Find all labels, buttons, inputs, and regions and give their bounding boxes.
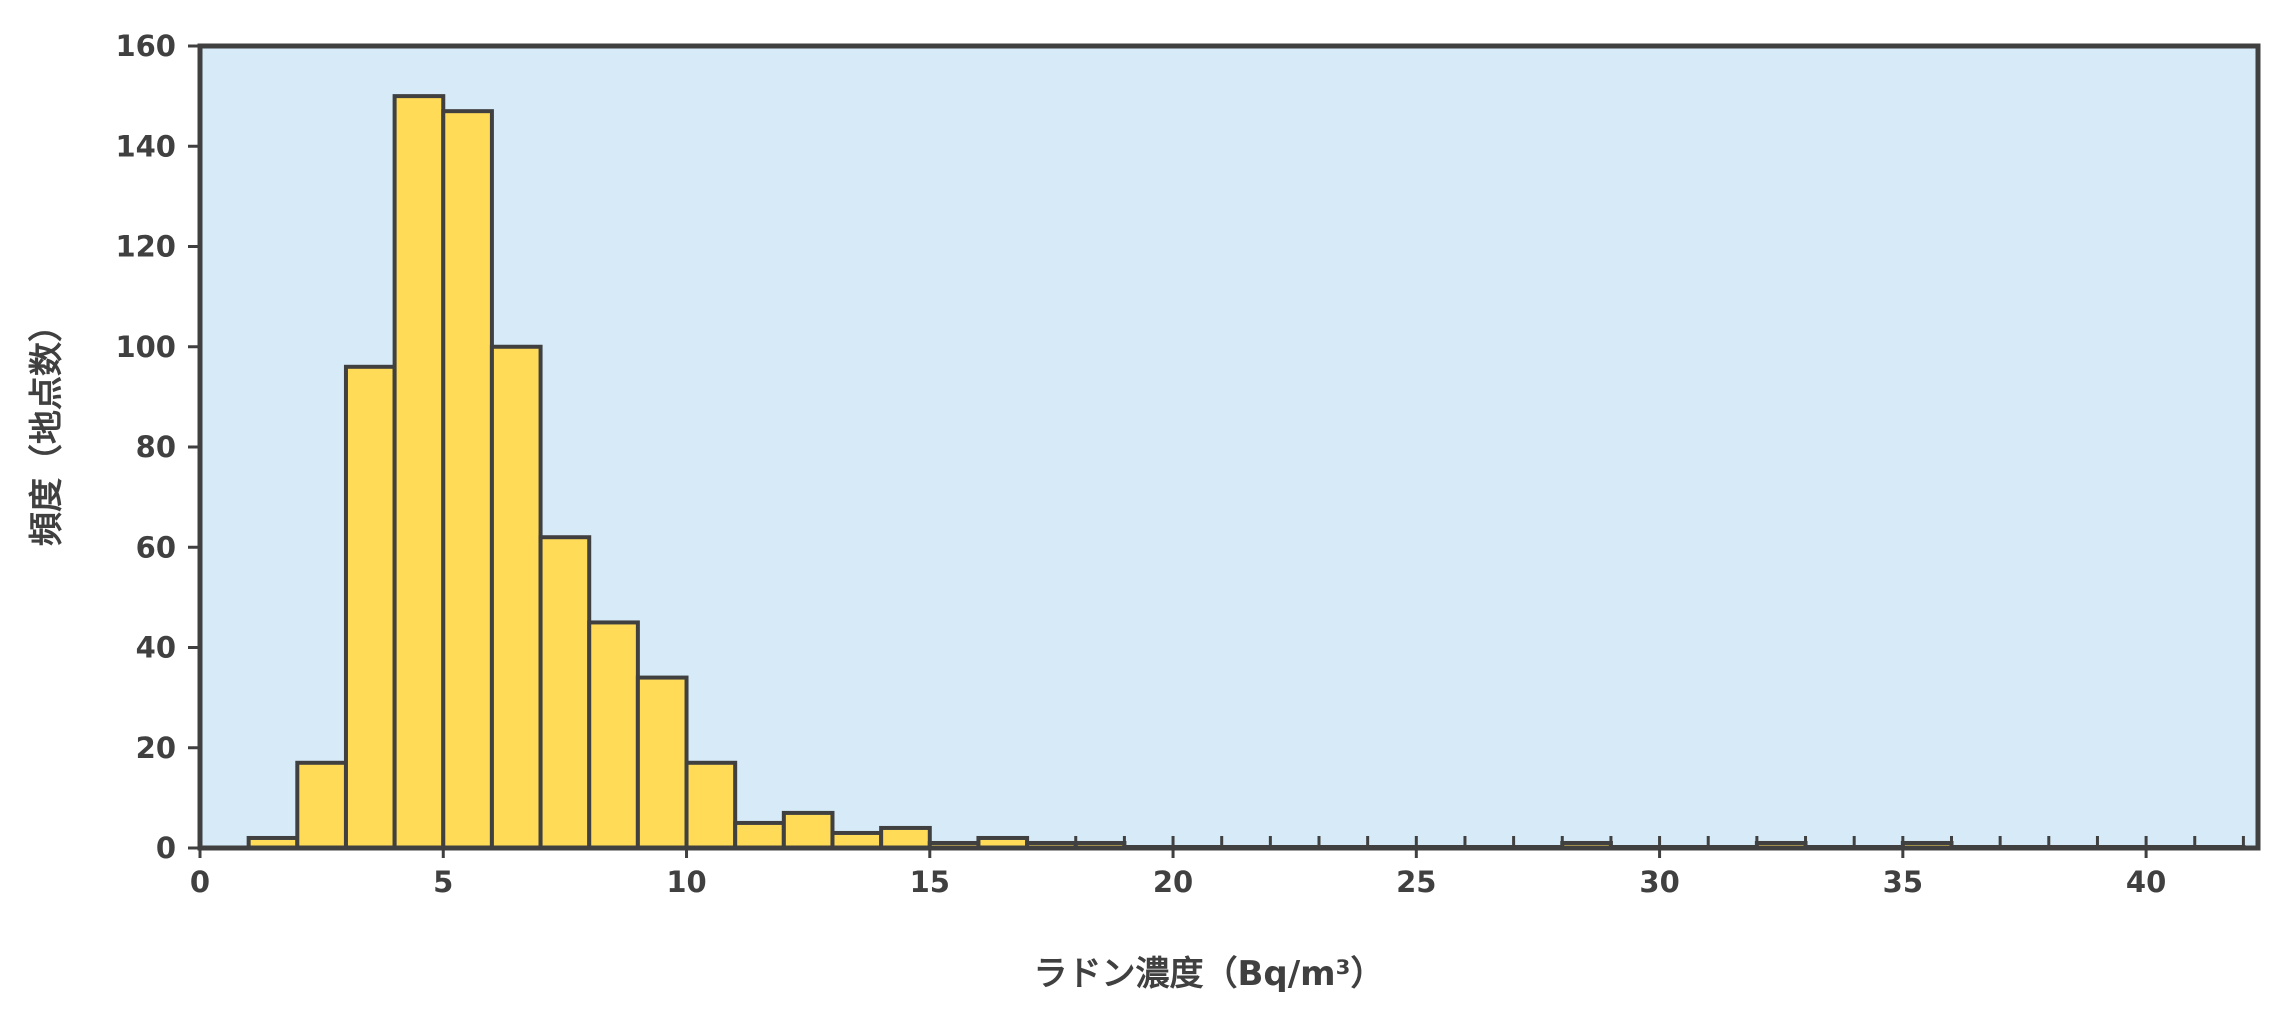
- x-tick-label: 15: [910, 865, 950, 899]
- histogram-bar: [489, 344, 543, 850]
- y-tick-label: 160: [115, 29, 176, 63]
- x-tick-label: 30: [1639, 865, 1679, 899]
- x-tick-label: 5: [433, 865, 453, 899]
- histogram-bar: [587, 620, 640, 850]
- x-tick-label: 25: [1396, 865, 1436, 899]
- x-ticks-group: 0 5 10 15 20 25 30 35 40: [190, 836, 2245, 899]
- y-tick-label: 100: [115, 330, 176, 364]
- histogram-bar: [538, 535, 592, 850]
- x-tick-label: 0: [190, 865, 210, 899]
- x-tick-label: 35: [1883, 865, 1923, 899]
- histogram-bar: [733, 820, 786, 850]
- y-axis-title: 頻度（地点数）: [27, 308, 67, 546]
- y-tick-label: 20: [136, 731, 176, 765]
- histogram-bar: [635, 675, 689, 851]
- y-tick-label: 120: [115, 230, 176, 264]
- plot-frame: [197, 43, 2261, 851]
- x-tick-label: 20: [1153, 865, 1193, 899]
- y-tick-label: 60: [136, 530, 176, 564]
- y-ticks-group: 0 20 40 60 80 100 120 140 160: [115, 29, 200, 865]
- y-tick-label: 40: [136, 631, 176, 665]
- histogram-bar: [684, 760, 738, 850]
- x-tick-label: 40: [2126, 865, 2166, 899]
- x-axis-title: ラドン濃度（Bq/m³）: [1034, 954, 1385, 994]
- y-tick-label: 80: [136, 430, 176, 464]
- y-tick-label: 0: [156, 831, 176, 865]
- bars-group: [246, 94, 2246, 851]
- histogram-bar: [295, 760, 348, 850]
- histogram-bar: [879, 825, 932, 851]
- histogram-bar: [441, 109, 494, 851]
- histogram-bar: [343, 364, 397, 850]
- histogram-bar: [392, 94, 446, 850]
- x-tick-label: 10: [666, 865, 706, 899]
- y-tick-label: 140: [115, 129, 176, 163]
- histogram-bar: [781, 810, 835, 850]
